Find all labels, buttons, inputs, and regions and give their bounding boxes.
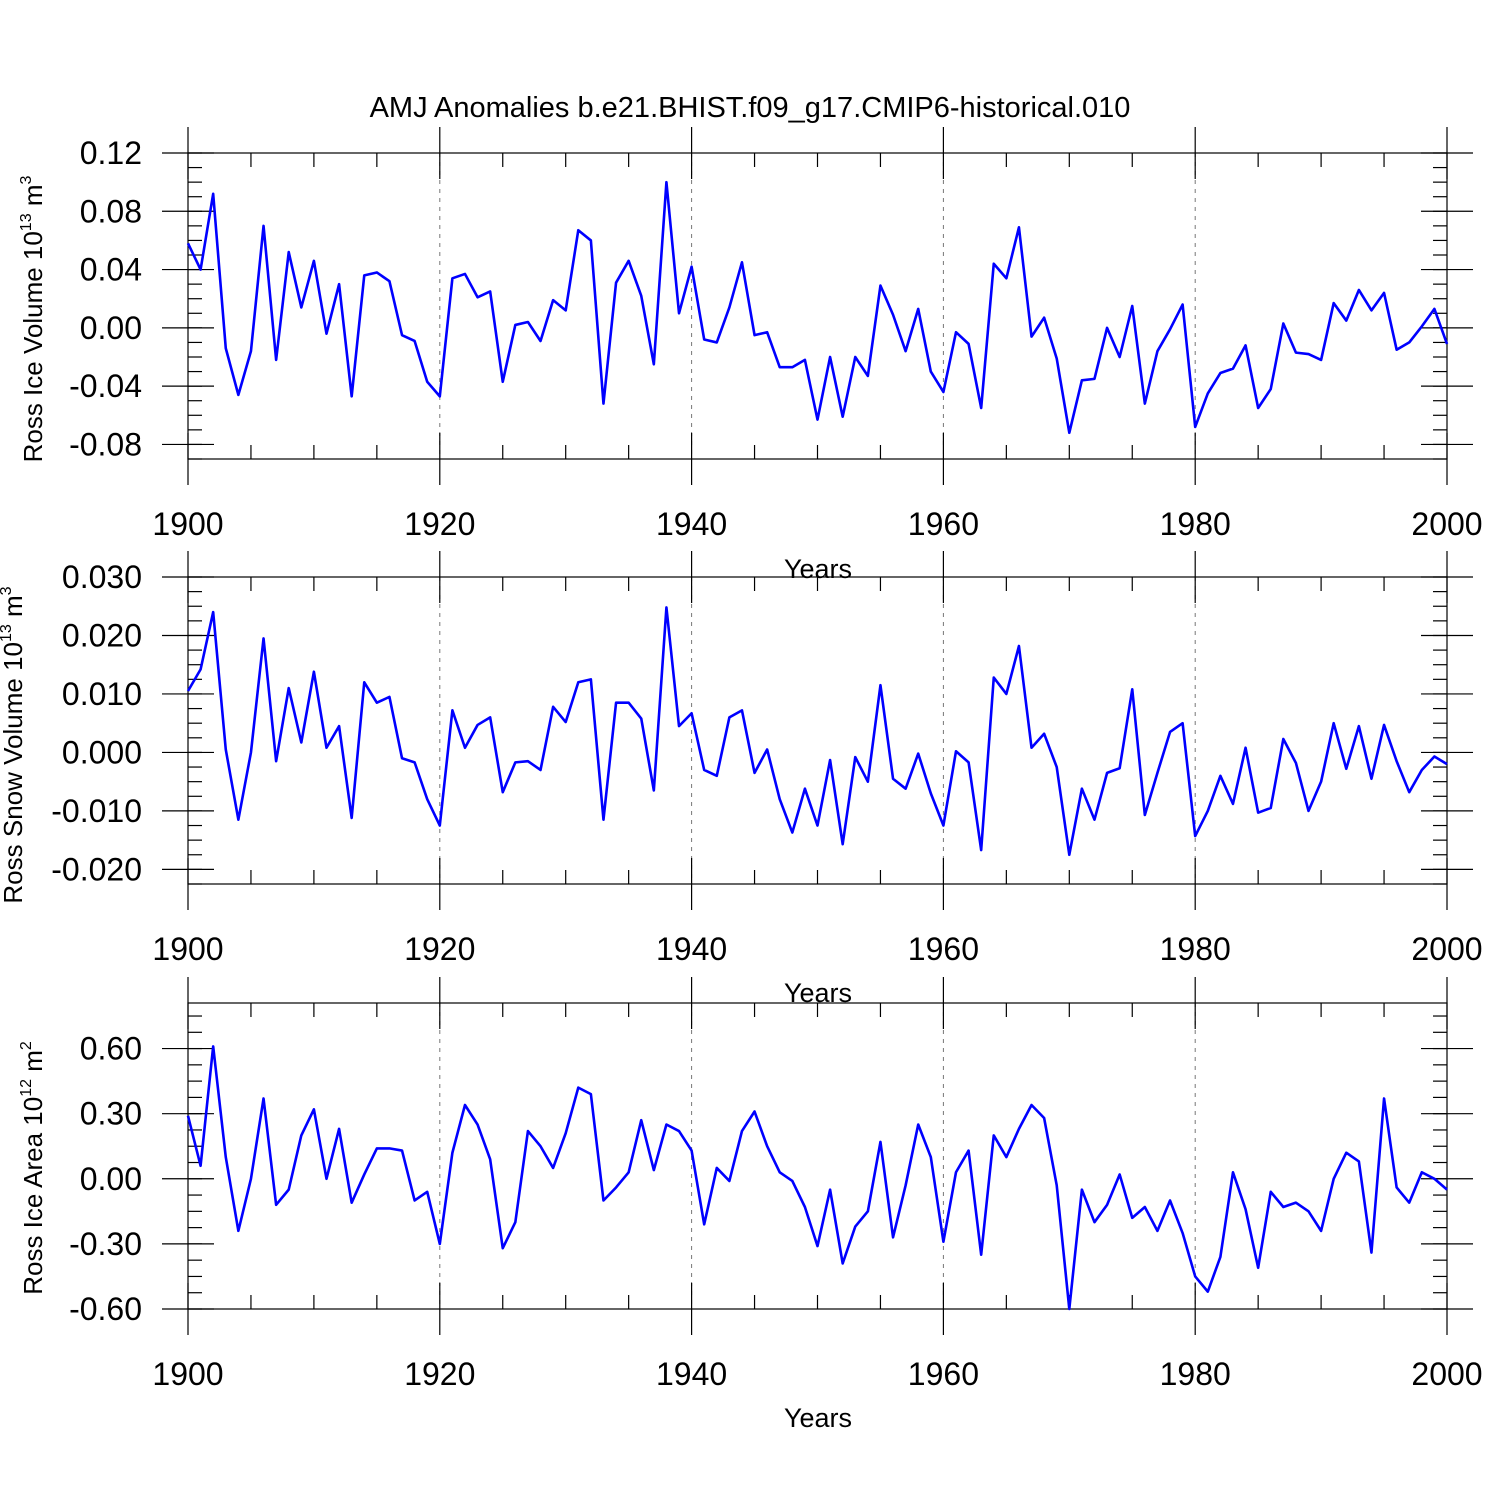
ice-volume-y-tick-label: 0.04 xyxy=(80,252,142,288)
snow-volume-x-tick-label: 1900 xyxy=(152,931,223,967)
ice-area-y-tick-label: -0.30 xyxy=(69,1226,142,1262)
ice-area-y-tick-label: 0.30 xyxy=(80,1096,142,1132)
snow-volume-y-label: Ross Snow Volume 1013 m3 xyxy=(0,586,28,903)
snow-volume-x-tick-label: 2000 xyxy=(1411,931,1482,967)
ice-volume-x-tick-label: 1940 xyxy=(656,506,727,542)
ice-area-plot-frame xyxy=(187,1002,1448,1310)
ice-area-x-tick-label: 1960 xyxy=(908,1356,979,1392)
ice-volume-x-tick-label: 1980 xyxy=(1160,506,1231,542)
snow-volume-x-tick-label: 1940 xyxy=(656,931,727,967)
figure-title: AMJ Anomalies b.e21.BHIST.f09_g17.CMIP6-… xyxy=(370,92,1131,124)
ice-area-series-line xyxy=(186,1045,1448,1311)
ice-volume-y-tick-label: -0.08 xyxy=(69,426,142,462)
ice-volume-x-tick-label: 1960 xyxy=(908,506,979,542)
snow-volume-x-tick-label: 1980 xyxy=(1160,931,1231,967)
snow-volume-y-tick-label: 0.010 xyxy=(62,676,142,712)
snow-volume-y-tick-label: 0.020 xyxy=(62,617,142,653)
ice-volume-x-tick-label: 1900 xyxy=(152,506,223,542)
snow-volume-y-tick-label: -0.020 xyxy=(51,851,142,887)
ice-volume-y-tick-label: -0.04 xyxy=(69,368,142,404)
ice-area-x-tick-label: 1980 xyxy=(1160,1356,1231,1392)
ice-area-y-tick-label: -0.60 xyxy=(69,1291,142,1327)
ice-volume-y-tick-label: 0.00 xyxy=(80,310,142,346)
ice-volume-y-label: Ross Ice Volume 1013 m3 xyxy=(18,175,48,462)
ice-area-x-tick-label: 1940 xyxy=(656,1356,727,1392)
ice-area-x-tick-label: 1920 xyxy=(404,1356,475,1392)
ice-volume-panel: Ross Ice Volume 1013 m3 Years 0.120.080.… xyxy=(18,127,1483,584)
ice-volume-plot-frame xyxy=(187,152,1448,460)
snow-volume-series-line xyxy=(186,606,1448,857)
ice-area-y-tick-label: 0.60 xyxy=(80,1031,142,1067)
ice-volume-y-tick-label: 0.08 xyxy=(80,193,142,229)
ice-area-panel: Ross Ice Area 1012 m2 Years 0.60 0.30 0.00… xyxy=(18,977,1483,1433)
ice-area-x-tick-label: 1900 xyxy=(152,1356,223,1392)
ice-area-y-tick-label: 0.00 xyxy=(80,1161,142,1197)
ice-area-y-label: Ross Ice Area 1012 m2 xyxy=(18,1041,48,1295)
snow-volume-plot-frame xyxy=(187,576,1448,885)
ice-area-x-tick-label: 2000 xyxy=(1411,1356,1482,1392)
snow-volume-y-tick-label: -0.010 xyxy=(51,793,142,829)
ice-area-x-label: Years xyxy=(784,1403,852,1433)
snow-volume-y-tick-label: 0.030 xyxy=(62,559,142,595)
snow-volume-y-tick-label: 0.000 xyxy=(62,734,142,770)
ice-volume-x-tick-label: 2000 xyxy=(1411,506,1482,542)
snow-volume-panel: Ross Snow Volume 1013 m3 Years 0.0300.02… xyxy=(0,551,1483,1008)
ice-volume-x-tick-label: 1920 xyxy=(404,506,475,542)
snow-volume-x-tick-label: 1920 xyxy=(404,931,475,967)
snow-volume-x-tick-label: 1960 xyxy=(908,931,979,967)
ice-volume-y-tick-label: 0.12 xyxy=(80,135,142,171)
ice-volume-series-line xyxy=(186,180,1449,435)
